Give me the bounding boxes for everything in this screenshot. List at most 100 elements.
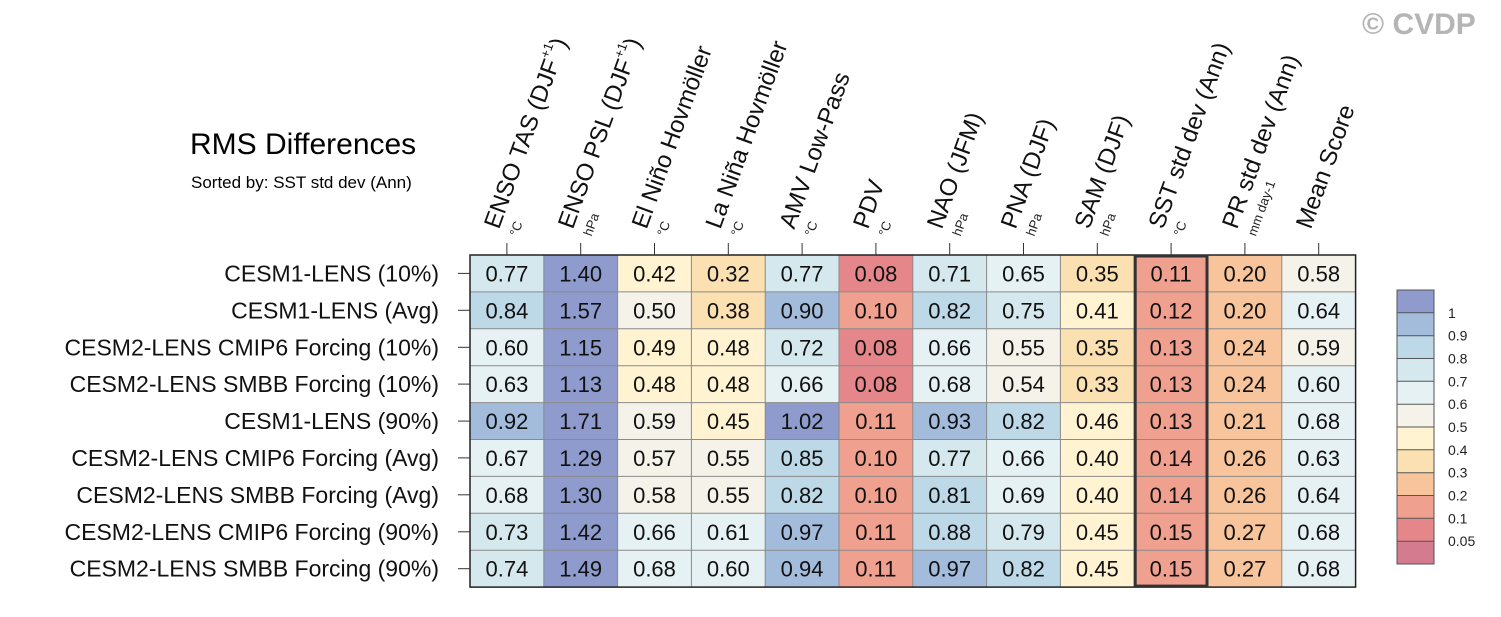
cell-value-label: 0.72 [781, 335, 824, 360]
heatmap-cell [617, 550, 692, 588]
cell-value-label: 0.35 [1076, 261, 1119, 286]
heatmap-cell [1060, 365, 1135, 403]
heatmap-cell [1060, 550, 1135, 588]
cell-value-label: 0.61 [707, 520, 750, 545]
colorbar: 1 0.9 0.8 0.7 0.6 0.5 0.4 0.3 0.2 0.1 0.05 [1396, 289, 1475, 565]
heatmap-cell [1134, 328, 1208, 366]
colorbar-label: 0.2 [1448, 488, 1468, 504]
colorbar-swatch [1397, 472, 1434, 496]
heatmap-cell [691, 476, 766, 514]
heatmap-cells [470, 255, 1356, 588]
heatmap-cell [765, 550, 839, 588]
heatmap-cell [1281, 328, 1356, 366]
column-header-sam-djf: SAM (DJF)hPa [1070, 111, 1136, 238]
heatmap-cell [765, 365, 839, 403]
heatmap-cell [839, 328, 913, 366]
heatmap-cell [1281, 550, 1356, 588]
column-label-main: AMV Low-Pass [774, 69, 855, 232]
heatmap-cell [839, 513, 913, 551]
colorbar-swatch [1397, 335, 1434, 359]
cell-value-label: 0.82 [1002, 409, 1045, 434]
cell-value-label: 0.68 [1297, 557, 1340, 582]
heatmap-cell [765, 476, 839, 514]
cell-value-label: 0.63 [485, 372, 528, 397]
heatmap-cell [986, 291, 1061, 329]
cell-value-label: 0.20 [1223, 298, 1266, 323]
colorbar-label: 1 [1448, 305, 1456, 321]
heatmap-cell [765, 402, 839, 440]
cell-value-label: 0.68 [485, 483, 528, 508]
cell-value-label: 0.13 [1150, 409, 1193, 434]
cell-value-label: 0.68 [928, 372, 971, 397]
row-label-cesm2-lens-cmip6-forcing-avg: CESM2-LENS CMIP6 Forcing (Avg) [71, 445, 439, 471]
heatmap-cell [617, 365, 692, 403]
cell-value-label: 0.08 [854, 372, 897, 397]
cell-value-label: 0.45 [707, 409, 750, 434]
colorbar-label: 0.9 [1448, 328, 1468, 344]
heatmap-cell [1281, 365, 1356, 403]
cell-value-label: 0.66 [928, 335, 971, 360]
row-label-cesm2-lens-smbb-forcing-avg: CESM2-LENS SMBB Forcing (Avg) [76, 482, 439, 508]
cell-value-label: 1.49 [559, 557, 602, 582]
colorbar-label: 0.7 [1448, 373, 1468, 389]
cell-value-label: 0.81 [928, 483, 971, 508]
chart-subtitle: Sorted by: SST std dev (Ann) [191, 173, 412, 192]
cell-value-label: 0.66 [781, 372, 824, 397]
cell-value-label: 0.08 [854, 335, 897, 360]
colorbar-swatch [1397, 427, 1434, 450]
cell-value-label: 0.40 [1076, 446, 1119, 471]
cell-value-label: 0.74 [485, 557, 528, 582]
heatmap-cell [470, 255, 544, 292]
column-unit-label: °C [1171, 219, 1190, 238]
cell-value-label: 0.82 [1002, 557, 1045, 582]
cell-value-label: 1.42 [559, 520, 602, 545]
cell-value-label: 0.14 [1150, 446, 1193, 471]
heatmap-cell [617, 291, 692, 329]
cell-value-label: 0.55 [707, 483, 750, 508]
heatmap-cell [839, 476, 913, 514]
heatmap-cell [765, 439, 839, 477]
heatmap-cell [617, 513, 692, 551]
column-label-main: La Niña Hovmöller [701, 37, 794, 232]
cell-value-label: 0.48 [707, 335, 750, 360]
cell-value-label: 0.45 [1076, 557, 1119, 582]
cell-value-label: 0.82 [928, 298, 971, 323]
heatmap-cell [691, 365, 766, 403]
cell-value-label: 0.13 [1150, 372, 1193, 397]
column-unit-label: °C [506, 219, 525, 238]
cell-value-label: 0.10 [854, 298, 897, 323]
colorbar-swatch [1397, 518, 1434, 542]
heatmap-cell [1208, 255, 1282, 292]
cell-value-label: 0.82 [781, 483, 824, 508]
heatmap-cell [986, 255, 1061, 292]
column-label-main: El Niño Hovmöller [627, 42, 718, 232]
column-label: PNA (DJF) [996, 115, 1061, 232]
row-label-cesm2-lens-cmip6-forcing-90: CESM2-LENS CMIP6 Forcing (90%) [65, 519, 440, 545]
colorbar-swatch [1397, 381, 1434, 405]
cell-value-label: 0.64 [1297, 298, 1340, 323]
column-label-main: PNA (DJF) [996, 115, 1061, 232]
cell-value-label: 0.24 [1223, 372, 1266, 397]
heatmap-cell [470, 439, 544, 477]
heatmap-cell [1208, 402, 1282, 440]
cell-value-label: 0.97 [928, 557, 971, 582]
heatmap-cell [470, 550, 544, 588]
cell-value-label: 0.65 [1002, 261, 1045, 286]
column-label: La Niña Hovmöller [701, 37, 794, 232]
column-label-main: SST std dev (Ann) [1143, 39, 1235, 232]
heatmap-cell [1281, 439, 1356, 477]
heatmap-cell [986, 365, 1061, 403]
heatmap-cell [543, 439, 618, 477]
heatmap-cell [691, 513, 766, 551]
colorbar-swatch [1397, 541, 1434, 564]
cell-value-label: 0.63 [1297, 446, 1340, 471]
heatmap-cell [839, 255, 913, 292]
column-unit-label: °C [875, 219, 894, 238]
heatmap-cell [470, 291, 544, 329]
heatmap-cell [543, 255, 618, 292]
cell-value-label: 0.46 [1076, 409, 1119, 434]
cell-value-label: 0.68 [1297, 409, 1340, 434]
cell-value-label: 0.60 [485, 335, 528, 360]
heatmap-cell [1208, 476, 1282, 514]
cell-value-label: 0.71 [928, 261, 971, 286]
